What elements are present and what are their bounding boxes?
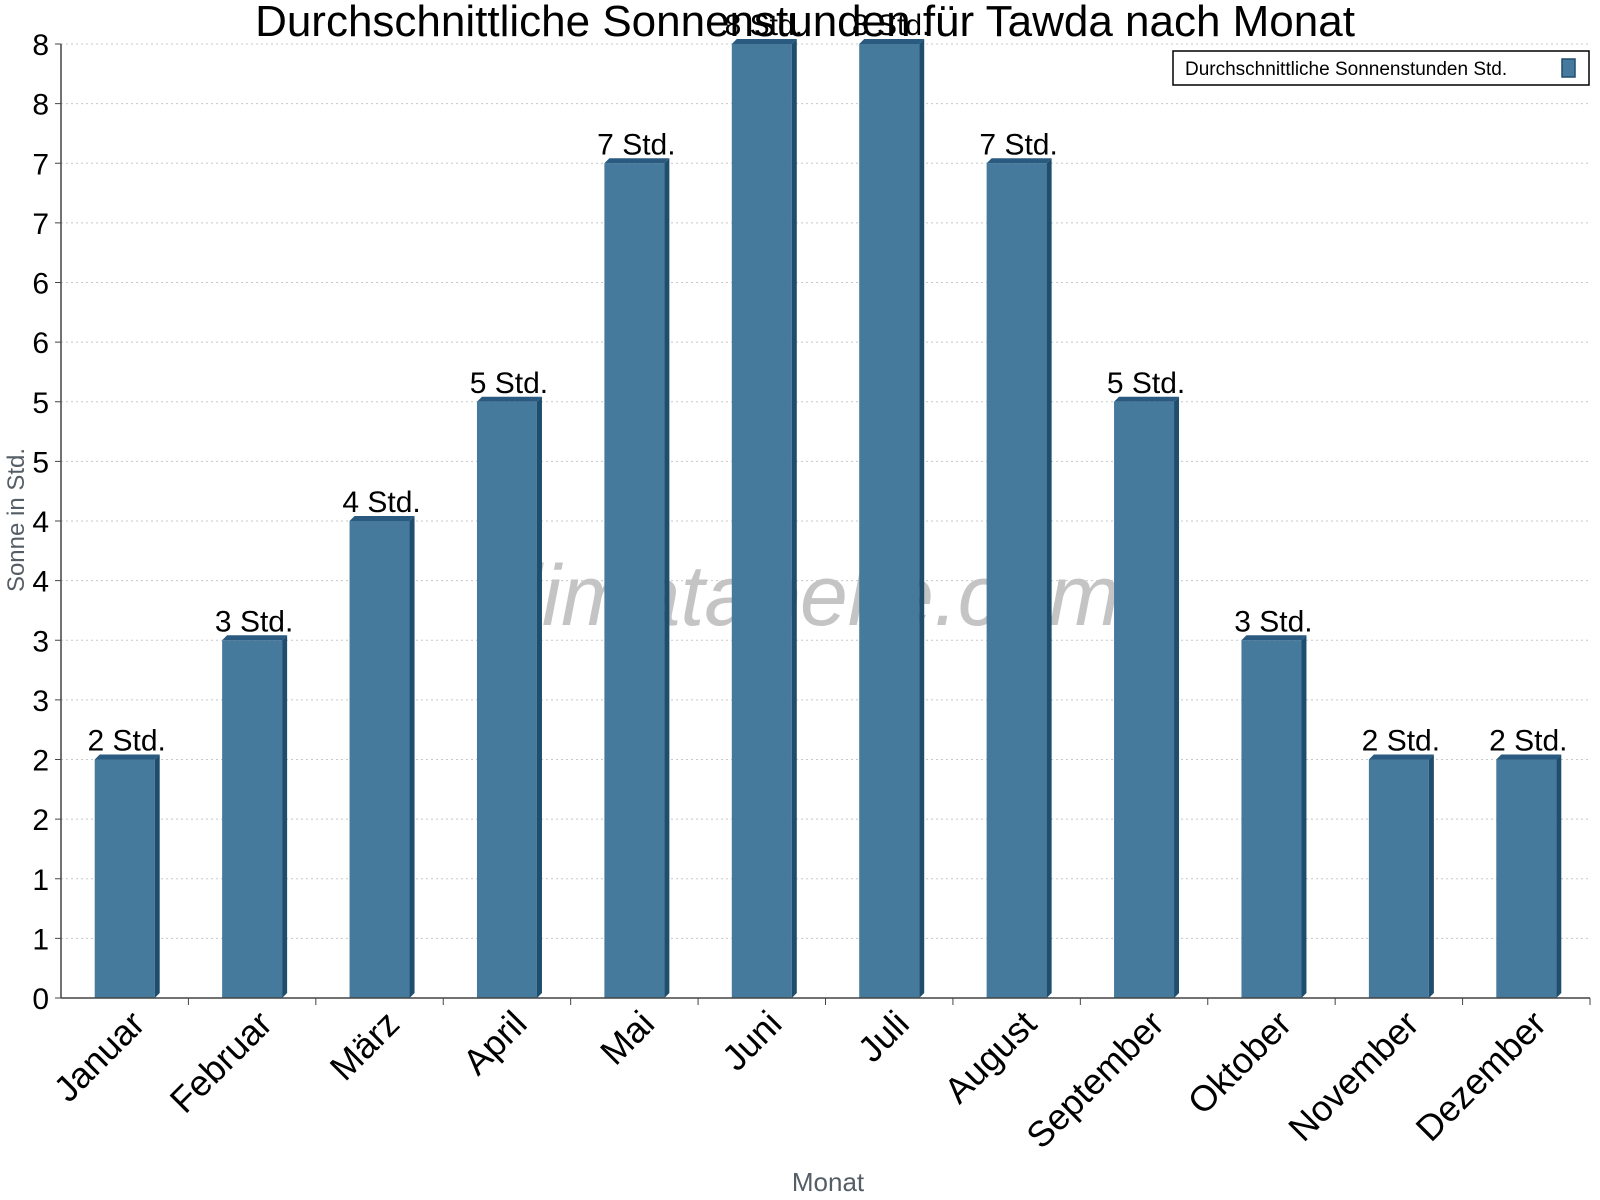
data-label: 8 Std. [852, 9, 930, 42]
bar-side [791, 39, 797, 998]
x-axis-label: Monat [792, 1167, 865, 1197]
bar-side [664, 158, 670, 998]
bar-side [1046, 158, 1052, 998]
y-tick-label: 4 [32, 566, 49, 599]
data-label: 5 Std. [470, 367, 548, 400]
bar-side [282, 635, 288, 998]
bar [222, 640, 283, 998]
bar [1368, 759, 1429, 998]
bar [476, 401, 537, 998]
data-label: 7 Std. [597, 128, 675, 161]
bar-side [1174, 396, 1180, 998]
y-tick-label: 2 [32, 804, 49, 837]
data-label: 3 Std. [1234, 605, 1312, 638]
y-tick-label: 5 [32, 387, 49, 420]
bar-side [1301, 635, 1307, 998]
bar-top [1368, 754, 1434, 760]
y-tick-label: 1 [32, 864, 49, 897]
y-axis-ticks: 0 1 1 2 2 3 3 4 4 5 5 6 6 7 7 8 8 [32, 29, 61, 1016]
bar-side [154, 754, 160, 998]
bar [1241, 640, 1302, 998]
bar [604, 163, 665, 998]
bars: 2 Std. 3 Std. 4 Std. 5 Std. 7 Std. 8 Std. 8 St… [88, 9, 1567, 998]
bar [1496, 759, 1557, 998]
y-tick-label: 6 [32, 327, 49, 360]
bar [986, 163, 1047, 998]
y-tick-label: 2 [32, 745, 49, 778]
y-tick-label: 0 [32, 983, 49, 1016]
y-tick-label: 7 [32, 148, 49, 181]
bar-side [919, 39, 925, 998]
legend-label: Durchschnittliche Sonnenstunden Std. [1185, 59, 1507, 80]
bar-side [1428, 754, 1434, 998]
bar-top [1114, 396, 1180, 402]
legend: Durchschnittliche Sonnenstunden Std. [1172, 50, 1590, 86]
bar [1114, 401, 1175, 998]
bar [349, 521, 410, 998]
chart-title: Durchschnittliche Sonnenstunden für Tawd… [255, 0, 1355, 46]
bar-top [94, 754, 160, 760]
bar-side [536, 396, 542, 998]
data-label: 7 Std. [979, 128, 1057, 161]
y-tick-label: 6 [32, 268, 49, 301]
y-tick-label: 3 [32, 685, 49, 718]
bar-top [349, 516, 415, 521]
data-label: 4 Std. [342, 486, 420, 519]
bar-top [222, 635, 288, 641]
y-tick-label: 8 [32, 89, 49, 122]
bar-side [409, 516, 415, 998]
y-axis-label: Sonne in Std. [3, 448, 30, 592]
bar-side [1556, 754, 1562, 998]
bar-top [731, 39, 797, 44]
bar [731, 44, 792, 998]
data-label: 2 Std. [1489, 725, 1567, 758]
bar-top [1241, 635, 1307, 641]
y-tick-label: 7 [32, 208, 49, 241]
bar [859, 44, 920, 998]
y-tick-label: 8 [32, 29, 49, 62]
bar-top [859, 39, 925, 44]
bar-top [476, 396, 542, 402]
legend-swatch [1561, 58, 1576, 78]
bar-top [604, 158, 670, 164]
data-label: 3 Std. [215, 605, 293, 638]
y-tick-label: 5 [32, 446, 49, 479]
data-label: 5 Std. [1107, 367, 1185, 400]
bar-top [1496, 754, 1562, 760]
legend-box [1172, 50, 1590, 86]
data-label: 2 Std. [88, 725, 166, 758]
y-tick-label: 4 [32, 506, 49, 539]
data-label: 8 Std. [725, 9, 803, 42]
data-label: 2 Std. [1362, 725, 1440, 758]
y-tick-label: 1 [32, 923, 49, 956]
y-tick-label: 3 [32, 625, 49, 658]
bar [94, 759, 155, 998]
bar-top [986, 158, 1052, 164]
